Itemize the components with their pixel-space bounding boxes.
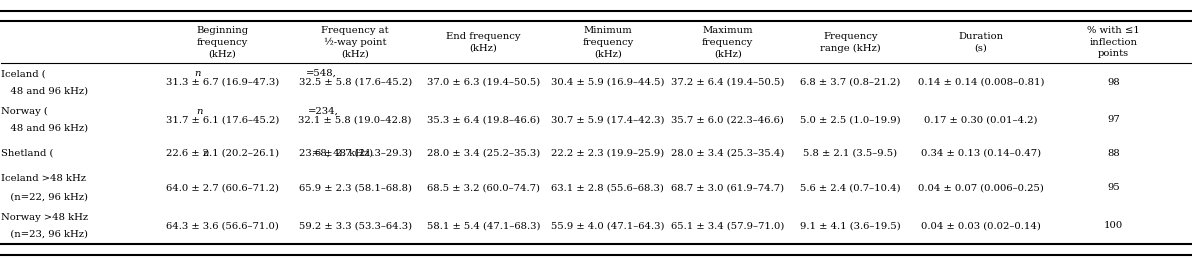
Text: 30.4 ± 5.9 (16.9–44.5): 30.4 ± 5.9 (16.9–44.5)	[551, 78, 665, 87]
Text: Minimum
frequency
(kHz): Minimum frequency (kHz)	[583, 26, 633, 58]
Text: Norway (: Norway (	[1, 107, 48, 116]
Text: 28.0 ± 3.4 (25.3–35.4): 28.0 ± 3.4 (25.3–35.4)	[671, 149, 784, 158]
Text: Duration
(s): Duration (s)	[958, 32, 1004, 53]
Text: n: n	[197, 107, 203, 116]
Text: 95: 95	[1107, 183, 1119, 192]
Text: Iceland >48 kHz: Iceland >48 kHz	[1, 174, 86, 183]
Text: Shetland (: Shetland (	[1, 149, 54, 158]
Text: =234,: =234,	[308, 107, 339, 116]
Text: 64.3 ± 3.6 (56.6–71.0): 64.3 ± 3.6 (56.6–71.0)	[166, 221, 279, 230]
Text: 0.04 ± 0.07 (0.006–0.25): 0.04 ± 0.07 (0.006–0.25)	[918, 183, 1044, 192]
Text: 58.1 ± 5.4 (47.1–68.3): 58.1 ± 5.4 (47.1–68.3)	[427, 221, 540, 230]
Text: 5.0 ± 2.5 (1.0–19.9): 5.0 ± 2.5 (1.0–19.9)	[800, 115, 901, 124]
Text: 100: 100	[1104, 221, 1123, 230]
Text: =548,: =548,	[306, 69, 337, 78]
Text: Maximum
frequency
(kHz): Maximum frequency (kHz)	[702, 26, 753, 58]
Text: 65.1 ± 3.4 (57.9–71.0): 65.1 ± 3.4 (57.9–71.0)	[671, 221, 784, 230]
Text: 98: 98	[1107, 78, 1119, 87]
Text: 30.7 ± 5.9 (17.4–42.3): 30.7 ± 5.9 (17.4–42.3)	[551, 115, 665, 124]
Text: 0.04 ± 0.03 (0.02–0.14): 0.04 ± 0.03 (0.02–0.14)	[921, 221, 1041, 230]
Text: 59.2 ± 3.3 (53.3–64.3): 59.2 ± 3.3 (53.3–64.3)	[299, 221, 411, 230]
Text: 0.14 ± 0.14 (0.008–0.81): 0.14 ± 0.14 (0.008–0.81)	[918, 78, 1044, 87]
Text: 48 and 96 kHz): 48 and 96 kHz)	[1, 124, 88, 133]
Text: Frequency
range (kHz): Frequency range (kHz)	[820, 32, 881, 53]
Text: 0.17 ± 0.30 (0.01–4.2): 0.17 ± 0.30 (0.01–4.2)	[924, 115, 1038, 124]
Text: 28.0 ± 3.4 (25.2–35.3): 28.0 ± 3.4 (25.2–35.3)	[427, 149, 540, 158]
Text: n: n	[194, 69, 201, 78]
Text: 63.1 ± 2.8 (55.6–68.3): 63.1 ± 2.8 (55.6–68.3)	[552, 183, 664, 192]
Text: Frequency at
½-way point
(kHz): Frequency at ½-way point (kHz)	[322, 26, 389, 58]
Text: 37.0 ± 6.3 (19.4–50.5): 37.0 ± 6.3 (19.4–50.5)	[427, 78, 540, 87]
Text: 23.6 ± 2.7 (21.3–29.3): 23.6 ± 2.7 (21.3–29.3)	[299, 149, 411, 158]
Text: 35.7 ± 6.0 (22.3–46.6): 35.7 ± 6.0 (22.3–46.6)	[671, 115, 784, 124]
Text: Iceland (: Iceland (	[1, 69, 45, 78]
Text: 68.7 ± 3.0 (61.9–74.7): 68.7 ± 3.0 (61.9–74.7)	[671, 183, 784, 192]
Text: 55.9 ± 4.0 (47.1–64.3): 55.9 ± 4.0 (47.1–64.3)	[551, 221, 665, 230]
Text: Norway >48 kHz: Norway >48 kHz	[1, 213, 88, 222]
Text: % with ≤1
inflection
points: % with ≤1 inflection points	[1087, 26, 1140, 58]
Text: 22.6 ± 2.1 (20.2–26.1): 22.6 ± 2.1 (20.2–26.1)	[166, 149, 279, 158]
Text: =8, 48 kHz): =8, 48 kHz)	[312, 149, 373, 158]
Text: (n=23, 96 kHz): (n=23, 96 kHz)	[1, 230, 88, 239]
Text: (n=22, 96 kHz): (n=22, 96 kHz)	[1, 192, 88, 201]
Text: 32.1 ± 5.8 (19.0–42.8): 32.1 ± 5.8 (19.0–42.8)	[298, 115, 412, 124]
Text: 65.9 ± 2.3 (58.1–68.8): 65.9 ± 2.3 (58.1–68.8)	[299, 183, 411, 192]
Text: 22.2 ± 2.3 (19.9–25.9): 22.2 ± 2.3 (19.9–25.9)	[551, 149, 665, 158]
Text: 88: 88	[1107, 149, 1119, 158]
Text: 48 and 96 kHz): 48 and 96 kHz)	[1, 86, 88, 95]
Text: n: n	[203, 149, 209, 158]
Text: 6.8 ± 3.7 (0.8–21.2): 6.8 ± 3.7 (0.8–21.2)	[800, 78, 901, 87]
Text: 68.5 ± 3.2 (60.0–74.7): 68.5 ± 3.2 (60.0–74.7)	[427, 183, 540, 192]
Text: 32.5 ± 5.8 (17.6–45.2): 32.5 ± 5.8 (17.6–45.2)	[298, 78, 412, 87]
Text: Beginning
frequency
(kHz): Beginning frequency (kHz)	[197, 26, 248, 58]
Text: 31.7 ± 6.1 (17.6–45.2): 31.7 ± 6.1 (17.6–45.2)	[166, 115, 279, 124]
Text: 31.3 ± 6.7 (16.9–47.3): 31.3 ± 6.7 (16.9–47.3)	[166, 78, 279, 87]
Text: 0.34 ± 0.13 (0.14–0.47): 0.34 ± 0.13 (0.14–0.47)	[921, 149, 1041, 158]
Text: 9.1 ± 4.1 (3.6–19.5): 9.1 ± 4.1 (3.6–19.5)	[800, 221, 901, 230]
Text: End frequency
(kHz): End frequency (kHz)	[446, 32, 521, 53]
Text: 37.2 ± 6.4 (19.4–50.5): 37.2 ± 6.4 (19.4–50.5)	[671, 78, 784, 87]
Text: 5.8 ± 2.1 (3.5–9.5): 5.8 ± 2.1 (3.5–9.5)	[803, 149, 898, 158]
Text: 64.0 ± 2.7 (60.6–71.2): 64.0 ± 2.7 (60.6–71.2)	[166, 183, 279, 192]
Text: 5.6 ± 2.4 (0.7–10.4): 5.6 ± 2.4 (0.7–10.4)	[800, 183, 901, 192]
Text: 35.3 ± 6.4 (19.8–46.6): 35.3 ± 6.4 (19.8–46.6)	[427, 115, 540, 124]
Text: 97: 97	[1107, 115, 1119, 124]
